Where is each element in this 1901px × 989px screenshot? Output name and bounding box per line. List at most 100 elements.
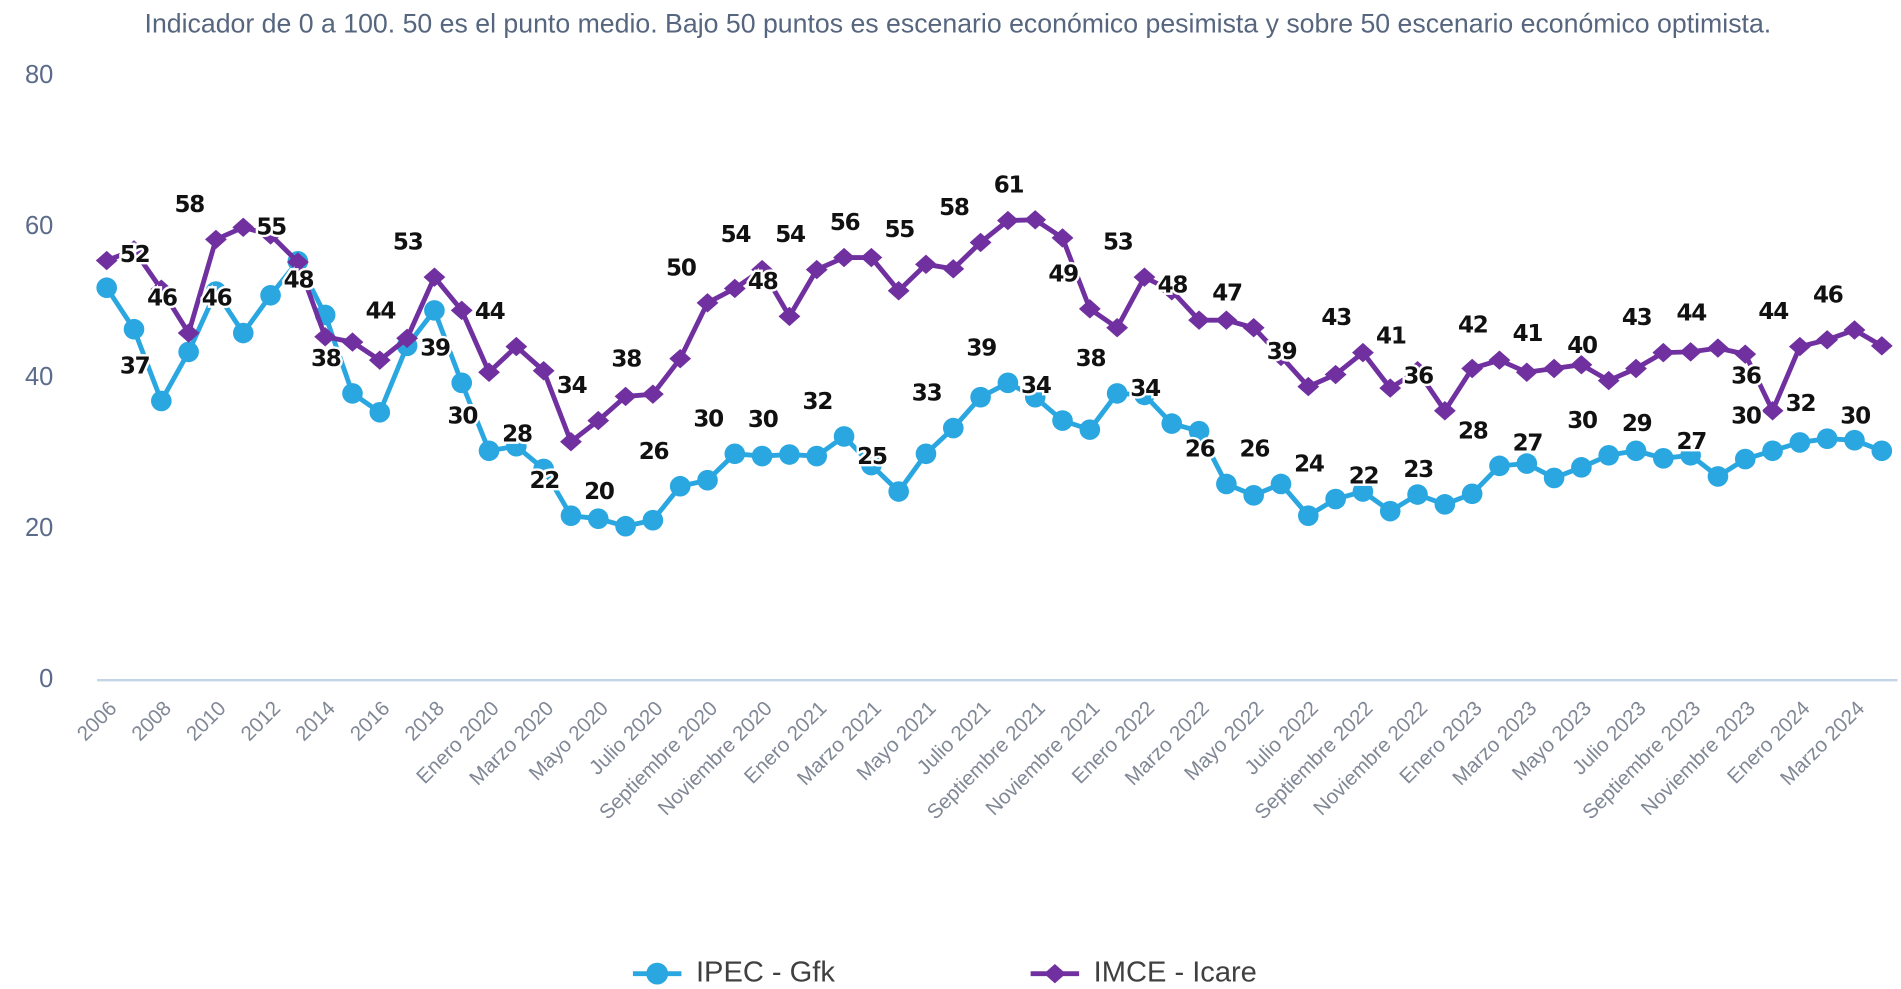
point-marker — [942, 417, 964, 439]
data-label: 30 — [1840, 403, 1870, 429]
point-marker — [1598, 444, 1620, 466]
point-marker — [1434, 494, 1456, 515]
data-label: 44 — [475, 299, 505, 325]
data-label: 25 — [857, 444, 887, 470]
data-label: 39 — [1267, 339, 1297, 365]
point-marker — [1489, 455, 1510, 477]
data-label: 41 — [1376, 323, 1406, 349]
point-marker — [1707, 338, 1729, 358]
point-marker — [833, 247, 855, 268]
point-marker — [260, 284, 281, 306]
point-marker — [1515, 362, 1538, 382]
data-label: 20 — [584, 479, 614, 505]
point-marker — [1188, 310, 1210, 330]
point-marker — [232, 217, 255, 238]
data-label: 38 — [1076, 346, 1106, 372]
data-label: 36 — [1403, 363, 1433, 389]
point-marker — [478, 440, 500, 462]
data-label: 41 — [1513, 321, 1543, 347]
data-label: 43 — [1321, 305, 1351, 331]
data-label: 46 — [202, 286, 232, 312]
point-marker — [805, 259, 828, 280]
point-marker — [1571, 457, 1592, 478]
point-marker — [205, 281, 227, 302]
point-marker — [1407, 484, 1428, 505]
point-marker — [1788, 336, 1811, 357]
y-tick-label: 40 — [25, 363, 53, 391]
point-marker — [1762, 440, 1783, 462]
point-marker — [151, 390, 172, 412]
y-tick-label: 0 — [39, 665, 53, 693]
data-label: 39 — [420, 335, 450, 361]
point-marker — [669, 475, 691, 497]
point-marker — [1134, 384, 1155, 406]
point-marker — [1461, 358, 1484, 379]
point-marker — [424, 300, 445, 321]
data-label: 54 — [775, 222, 805, 248]
data-label: 61 — [994, 172, 1024, 198]
point-marker — [1242, 318, 1265, 338]
point-marker — [1433, 401, 1456, 421]
point-marker — [1461, 483, 1483, 505]
point-marker — [696, 293, 719, 313]
data-label: 32 — [803, 389, 833, 415]
point-marker — [642, 509, 664, 531]
y-tick-label: 60 — [25, 212, 53, 240]
point-marker — [368, 350, 391, 370]
point-marker — [369, 401, 391, 423]
point-marker — [861, 454, 882, 476]
data-label: 39 — [966, 335, 996, 361]
point-marker — [751, 445, 773, 467]
point-marker — [1243, 484, 1264, 506]
data-label: 46 — [147, 286, 177, 312]
legend-marker — [1043, 963, 1066, 984]
data-label: 30 — [693, 406, 723, 432]
data-label: 38 — [611, 347, 641, 373]
point-marker — [860, 247, 883, 268]
point-marker — [1106, 383, 1128, 404]
data-label: 36 — [1731, 363, 1761, 389]
data-label: 58 — [939, 195, 969, 221]
point-marker — [1379, 378, 1402, 398]
point-marker — [286, 252, 309, 272]
point-marker — [1844, 429, 1865, 451]
point-marker — [178, 341, 199, 363]
point-marker — [1680, 444, 1701, 466]
point-marker — [1871, 440, 1893, 462]
point-marker — [724, 443, 746, 465]
point-marker — [1597, 370, 1620, 391]
point-marker — [970, 386, 991, 408]
point-marker — [778, 306, 801, 327]
data-label: 28 — [1458, 418, 1488, 444]
point-marker — [205, 229, 227, 250]
point-marker — [478, 362, 500, 382]
point-marker — [123, 318, 145, 340]
legend-label: IPEC - Gfk — [696, 956, 835, 988]
point-marker — [1734, 448, 1756, 470]
data-label: 50 — [666, 255, 696, 281]
data-label: 26 — [1240, 437, 1270, 463]
point-marker — [451, 372, 473, 394]
data-label: 26 — [1185, 437, 1215, 463]
data-label: 27 — [1676, 429, 1706, 455]
data-label: 23 — [1403, 457, 1433, 483]
point-marker — [1761, 401, 1784, 421]
point-marker — [1816, 330, 1839, 350]
point-marker — [1215, 310, 1238, 330]
point-marker — [1379, 500, 1401, 522]
y-tick-label: 20 — [25, 514, 53, 542]
point-marker — [1625, 358, 1647, 379]
point-marker — [1789, 432, 1811, 453]
point-marker — [1707, 466, 1729, 487]
point-marker — [806, 445, 828, 467]
data-label: 34 — [557, 373, 587, 399]
data-label: 32 — [1786, 391, 1816, 417]
point-marker — [1133, 267, 1156, 287]
data-label: 43 — [1622, 305, 1652, 331]
point-marker — [314, 327, 337, 347]
data-label: 40 — [1567, 333, 1597, 359]
point-marker — [1543, 467, 1565, 489]
point-marker — [1188, 420, 1210, 442]
